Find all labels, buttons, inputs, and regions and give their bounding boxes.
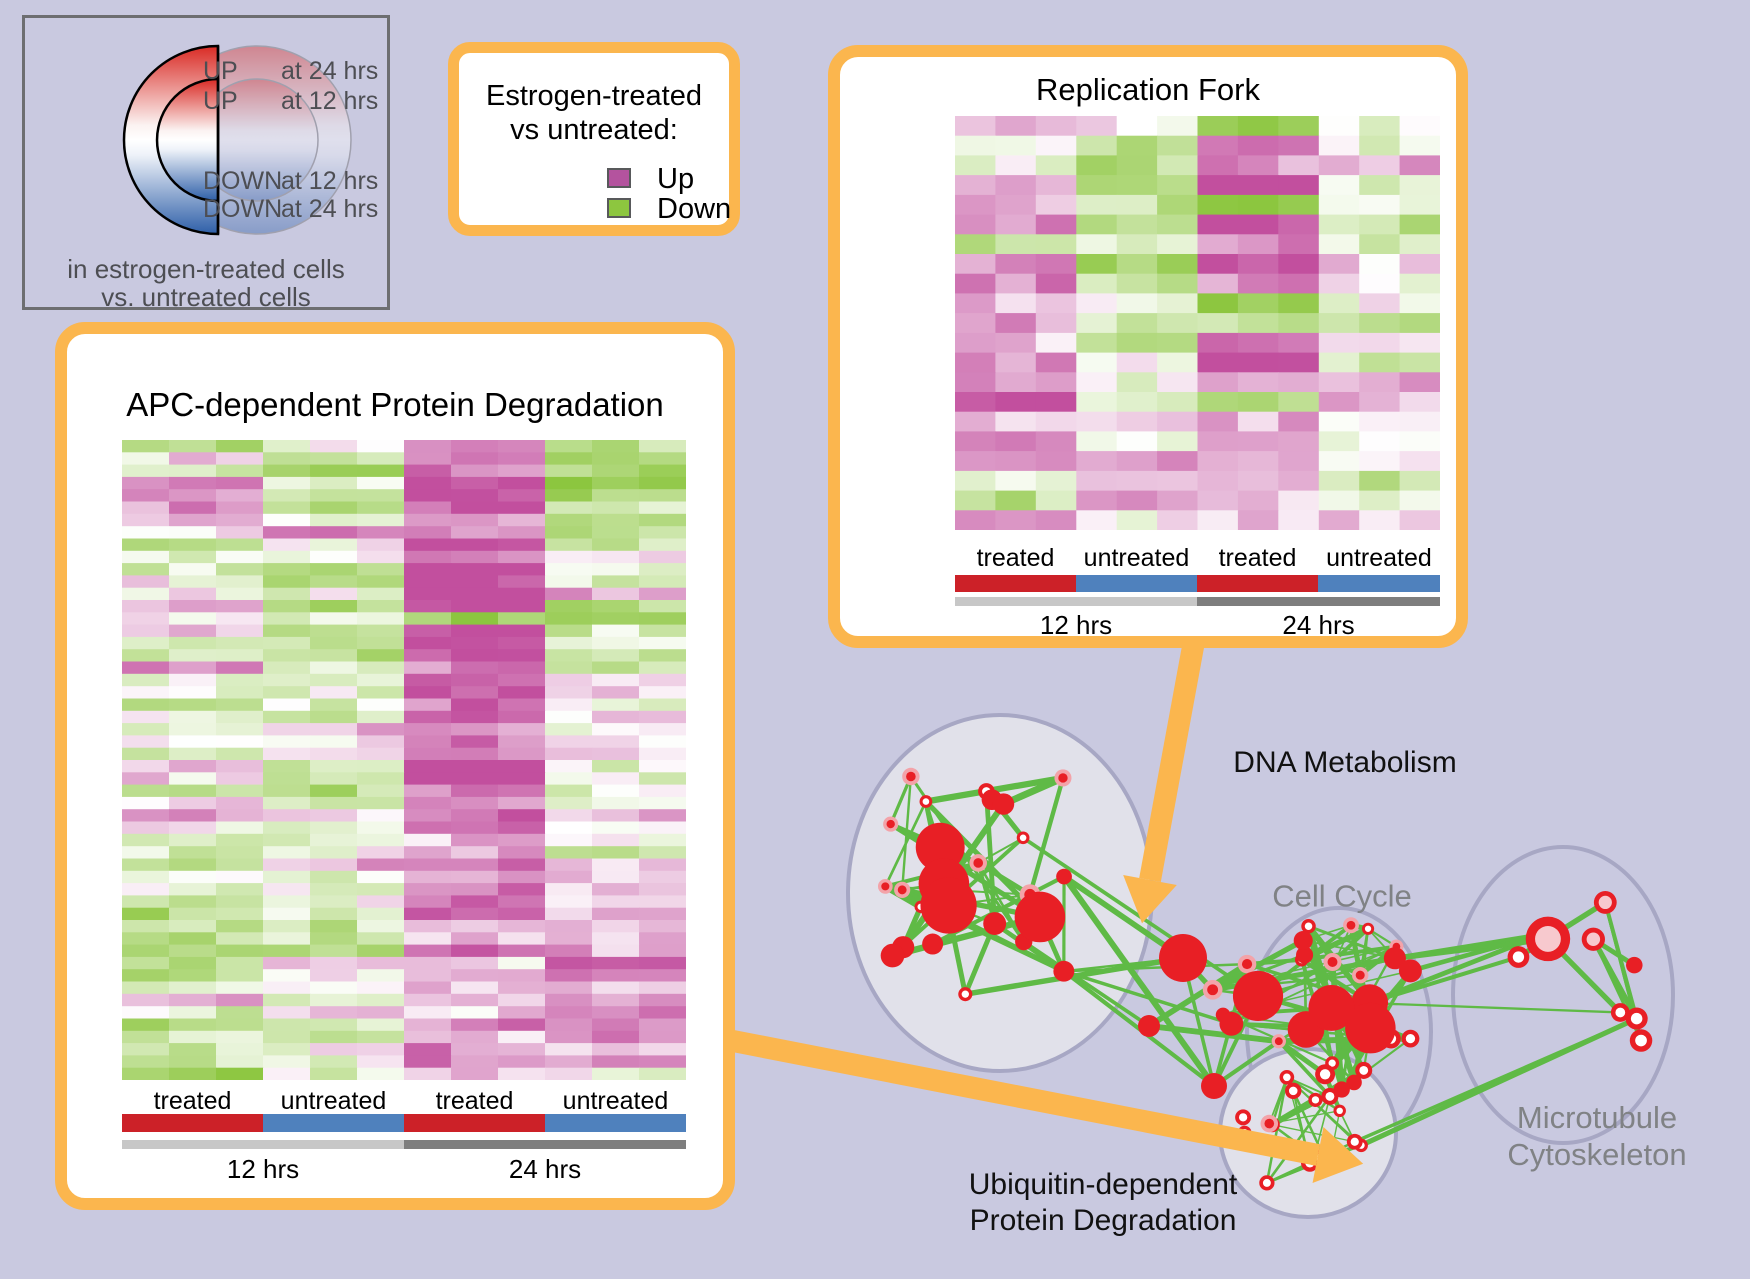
down-12-time: at 12 hrs bbox=[281, 167, 379, 195]
up-color-swatch bbox=[607, 168, 631, 188]
rf-12hrs-bar bbox=[955, 597, 1197, 606]
apc-12hrs-label: 12 hrs bbox=[226, 1154, 300, 1184]
up-24-time: at 24 hrs bbox=[281, 57, 379, 85]
rf-treated-12h-label: treated bbox=[976, 544, 1055, 572]
up-24-word: UP bbox=[203, 57, 238, 85]
color-legend-title-line2: vs untreated: bbox=[510, 114, 678, 146]
replication-fork-title: Replication Fork bbox=[1036, 72, 1260, 107]
down-24-time: at 24 hrs bbox=[281, 195, 379, 223]
down-color-swatch bbox=[607, 198, 631, 218]
rf-24hrs-bar bbox=[1197, 597, 1440, 606]
down-24-word: DOWN bbox=[203, 195, 283, 223]
updown-footer-line2: vs. untreated cells bbox=[101, 282, 311, 312]
rf-treated-24h-bar bbox=[1197, 575, 1318, 592]
gradient-circles-icon bbox=[122, 44, 352, 236]
cell-cycle-label: Cell Cycle bbox=[1272, 878, 1412, 914]
rf-12hrs-label: 12 hrs bbox=[1039, 610, 1113, 640]
rf-untreated-12h-label: untreated bbox=[1083, 544, 1190, 572]
down-12-word: DOWN bbox=[203, 167, 283, 195]
apc-24hrs-label: 24 hrs bbox=[508, 1154, 582, 1184]
replication-fork-heatmap bbox=[955, 116, 1440, 530]
apc-untreated-24h-label: untreated bbox=[562, 1087, 669, 1115]
apc-degradation-panel: APC-dependent Protein Degradation treate… bbox=[55, 322, 735, 1210]
up-12-word: UP bbox=[203, 87, 238, 115]
color-legend-title-line1: Estrogen-treated bbox=[485, 80, 702, 112]
dna-metabolism-label: DNA Metabolism bbox=[1233, 746, 1457, 779]
rf-untreated-24h-bar bbox=[1318, 575, 1440, 592]
rf-treated-24h-label: treated bbox=[1218, 544, 1297, 572]
up-label: Up bbox=[657, 163, 695, 195]
updown-footer-line1: in estrogen-treated cells bbox=[67, 254, 345, 284]
apc-degradation-title: APC-dependent Protein Degradation bbox=[126, 386, 664, 423]
rf-untreated-12h-bar bbox=[1076, 575, 1197, 592]
ubiquitin-degradation-label: Ubiquitin-dependent Protein Degradation bbox=[968, 1168, 1238, 1237]
apc-12hrs-bar bbox=[122, 1140, 404, 1149]
rf-24hrs-label: 24 hrs bbox=[1282, 610, 1355, 640]
apc-untreated-24h-bar bbox=[545, 1114, 686, 1132]
rf-untreated-24h-label: untreated bbox=[1326, 544, 1432, 572]
apc-treated-12h-bar bbox=[122, 1114, 263, 1132]
updown-gradient-legend: UP at 24 hrs UP at 12 hrs DOWN at 12 hrs… bbox=[22, 15, 390, 312]
apc-untreated-12h-label: untreated bbox=[280, 1087, 387, 1115]
rf-treated-12h-bar bbox=[955, 575, 1076, 592]
estrogen-color-legend: Estrogen-treated vs untreated: Up Down bbox=[448, 42, 740, 236]
down-label: Down bbox=[657, 193, 732, 225]
up-12-time: at 12 hrs bbox=[281, 87, 379, 115]
apc-24hrs-bar bbox=[404, 1140, 686, 1149]
replication-fork-panel: Replication Fork treated untreated treat… bbox=[828, 45, 1468, 648]
apc-untreated-12h-bar bbox=[263, 1114, 404, 1132]
apc-treated-12h-label: treated bbox=[153, 1087, 232, 1115]
apc-treated-24h-bar bbox=[404, 1114, 545, 1132]
microtubule-cytoskeleton-label: Microtubule Cytoskeleton bbox=[1507, 1099, 1687, 1172]
apc-degradation-heatmap bbox=[122, 440, 686, 1080]
apc-treated-24h-label: treated bbox=[435, 1087, 514, 1115]
